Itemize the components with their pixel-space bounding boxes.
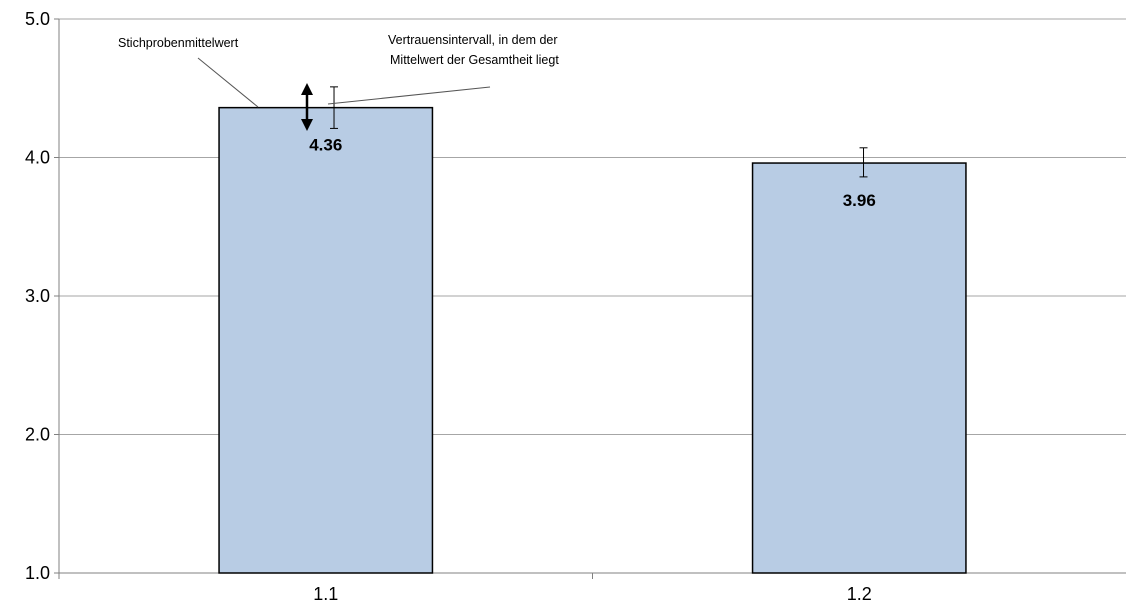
annotation-sample-mean-leader — [197, 57, 259, 108]
bar-1.1 — [218, 106, 434, 574]
annotation-confidence-interval-line-1: Vertrauensintervall, in dem der — [388, 33, 558, 47]
y-tick-label: 1.0 — [25, 563, 50, 583]
x-tick-label: 1.2 — [847, 584, 872, 604]
annotation-confidence-interval-line-2: Mittelwert der Gesamtheit liegt — [390, 53, 559, 67]
annotations: Stichprobenmittelwert Vertrauensinterval… — [118, 33, 559, 131]
error-bars — [330, 86, 868, 178]
bar-1.2 — [751, 162, 967, 574]
double-arrow-icon — [301, 83, 313, 131]
y-tick-label: 4.0 — [25, 148, 50, 168]
x-tick-label: 1.1 — [313, 584, 338, 604]
annotation-sample-mean: Stichprobenmittelwert — [118, 36, 239, 50]
annotation-confidence-interval-leader — [327, 86, 491, 105]
data-label-1.2: 3.96 — [843, 191, 876, 210]
bars — [218, 106, 967, 574]
labels: 1.0 2.0 3.0 4.0 5.0 4.36 1.1 3.96 1.2 — [25, 9, 876, 604]
y-tick-label: 5.0 — [25, 9, 50, 29]
y-tick-label: 2.0 — [25, 425, 50, 445]
y-tick-label: 3.0 — [25, 286, 50, 306]
data-label-1.1: 4.36 — [309, 136, 342, 155]
